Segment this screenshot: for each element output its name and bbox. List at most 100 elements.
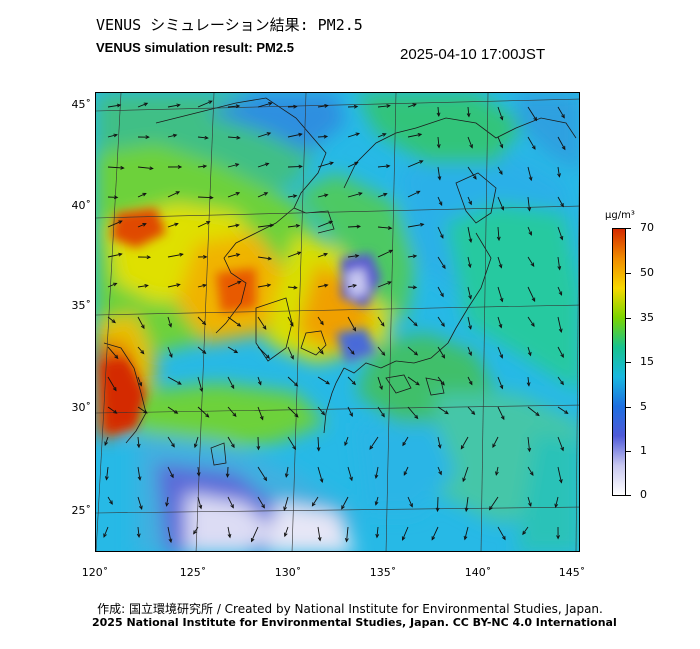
credit-line: 作成: 国立環境研究所 / Created by National Instit…: [97, 602, 603, 616]
map-canvas: [96, 93, 579, 551]
wind-arrow: [402, 526, 409, 541]
wind-arrow: [557, 106, 565, 118]
wind-arrow: [107, 282, 117, 288]
wind-arrow: [407, 160, 423, 168]
wind-arrow: [317, 316, 324, 325]
wind-arrow: [557, 376, 564, 385]
wind-arrow-head: [268, 102, 273, 106]
wind-arrow: [317, 194, 328, 198]
wind-arrow-head: [379, 385, 383, 391]
wind-arrow-head: [438, 470, 442, 476]
wind-arrow: [377, 346, 385, 356]
wind-arrow-head: [323, 252, 328, 257]
wind-arrow: [407, 316, 418, 326]
colorbar: [612, 228, 626, 496]
wind-arrow: [197, 316, 206, 325]
wind-arrow-head: [283, 532, 288, 538]
wind-arrow: [287, 225, 300, 228]
wind-arrow-head: [289, 322, 294, 327]
wind-arrow-head: [319, 350, 324, 355]
wind-arrow: [287, 376, 298, 387]
wind-arrow-head: [529, 471, 534, 476]
wind-arrow-head: [501, 535, 506, 541]
wind-arrow: [527, 376, 530, 386]
wind-arrow-head: [413, 322, 418, 327]
wind-arrow-head: [203, 254, 208, 259]
wind-arrow: [527, 406, 540, 416]
wind-arrow-head: [469, 144, 473, 149]
wind-arrow-head: [401, 536, 406, 541]
colorbar-label-50: 50: [640, 266, 654, 279]
wind-arrow-head: [149, 166, 154, 171]
wind-arrow-head: [168, 538, 173, 544]
wind-arrow: [257, 316, 267, 330]
wind-arrow: [557, 286, 562, 296]
wind-arrow-head: [528, 231, 533, 236]
wind-arrow: [257, 163, 269, 168]
wind-arrow: [377, 193, 387, 198]
wind-arrow-head: [266, 132, 272, 136]
wind-arrow-head: [352, 327, 357, 332]
wind-arrow: [257, 102, 272, 108]
wind-arrow: [437, 226, 444, 239]
wind-arrow-head: [531, 145, 536, 150]
wind-arrow-head: [170, 473, 174, 479]
wind-arrow-head: [172, 133, 178, 138]
wind-arrow-head: [559, 235, 564, 241]
wind-arrow: [431, 526, 439, 540]
wind-arrow-head: [530, 322, 535, 328]
wind-arrow-head: [435, 507, 440, 513]
wind-arrow-head: [144, 283, 149, 288]
wind-arrow-head: [284, 473, 289, 478]
wind-arrow: [227, 316, 241, 327]
wind-arrow: [497, 226, 500, 241]
wind-arrow: [527, 226, 532, 236]
wind-arrow-head: [527, 351, 532, 357]
wind-arrow: [257, 192, 268, 198]
wind-arrow-head: [234, 163, 240, 167]
wind-arrow: [317, 376, 330, 385]
wind-arrow: [317, 136, 328, 138]
wind-arrow: [497, 316, 502, 328]
wind-arrow: [347, 466, 353, 481]
wind-arrow-head: [344, 441, 348, 447]
wind-arrow: [497, 196, 504, 210]
wind-arrow: [167, 466, 174, 478]
wind-arrow-head: [113, 133, 118, 138]
wind-arrow: [347, 406, 353, 417]
wind-arrow: [557, 346, 564, 358]
wind-arrow: [437, 406, 449, 414]
wind-arrow: [257, 376, 262, 385]
wind-arrow: [347, 132, 360, 138]
wind-arrow: [317, 162, 334, 168]
wind-arrow-head: [236, 135, 241, 140]
wind-arrow: [467, 286, 472, 299]
wind-arrow: [197, 346, 206, 354]
wind-arrow: [407, 133, 422, 138]
wind-arrow: [347, 161, 359, 168]
wind-arrow-head: [386, 104, 391, 108]
wind-arrow-head: [263, 192, 269, 196]
wind-arrow: [557, 226, 563, 240]
wind-arrow-head: [209, 195, 214, 200]
wind-arrow-head: [142, 192, 147, 197]
wind-arrow: [375, 496, 379, 505]
wind-arrow-head: [375, 533, 380, 539]
wind-arrow-head: [564, 410, 569, 414]
wind-arrow: [369, 436, 379, 450]
wind-arrow: [107, 104, 121, 108]
wind-arrow-head: [294, 413, 299, 418]
wind-arrow: [557, 136, 566, 150]
wind-arrow-head: [202, 164, 208, 169]
colorbar-label-5: 5: [640, 400, 647, 413]
wind-arrow: [492, 436, 499, 448]
wind-arrow-head: [468, 381, 473, 386]
wind-arrow-head: [387, 226, 393, 230]
wind-arrow: [197, 136, 208, 139]
wind-arrow: [137, 284, 148, 288]
wind-arrow: [137, 466, 141, 480]
wind-arrow-head: [500, 206, 505, 211]
wind-arrow-head: [557, 173, 561, 178]
wind-arrow: [317, 406, 325, 415]
wind-arrow-head: [261, 504, 265, 509]
